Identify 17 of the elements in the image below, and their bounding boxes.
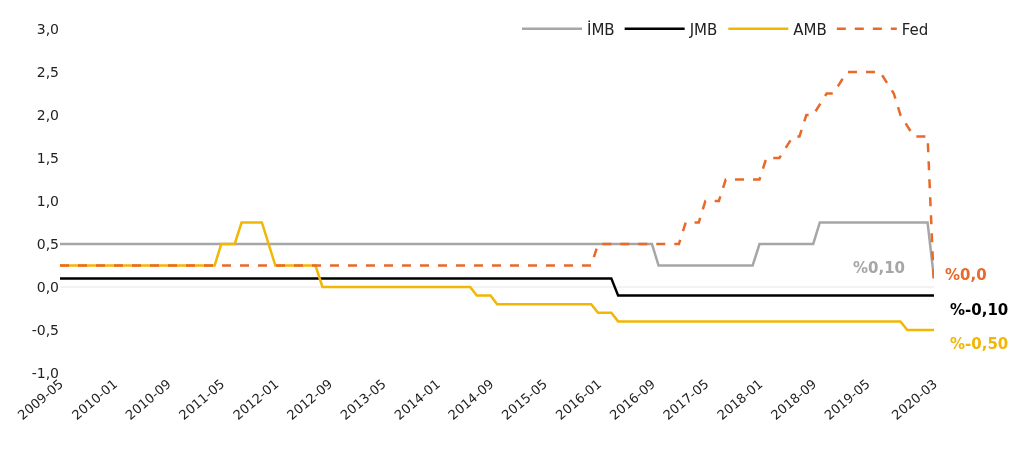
- y-tick-label: 1,0: [36, 192, 59, 209]
- y-tick-label: 0,5: [36, 235, 59, 252]
- y-tick-label: -0,5: [31, 321, 59, 338]
- legend-label: İMB: [587, 19, 615, 39]
- annotation: %-0,50: [950, 335, 1009, 353]
- annotation: %-0,10: [950, 301, 1009, 319]
- y-tick-label: 1,5: [36, 149, 59, 166]
- y-tick-label: 3,0: [36, 20, 59, 37]
- y-tick-label: 0,0: [36, 278, 59, 295]
- y-tick-label: -1,0: [31, 364, 59, 381]
- y-tick-label: 2,0: [36, 106, 59, 123]
- legend-label: Fed: [901, 20, 929, 39]
- y-tick-label: 2,5: [36, 63, 59, 80]
- annotation: %0,0: [945, 266, 987, 284]
- annotation: %0,10: [853, 259, 906, 277]
- legend-label: JMB: [688, 20, 718, 39]
- legend-label: AMB: [793, 20, 827, 39]
